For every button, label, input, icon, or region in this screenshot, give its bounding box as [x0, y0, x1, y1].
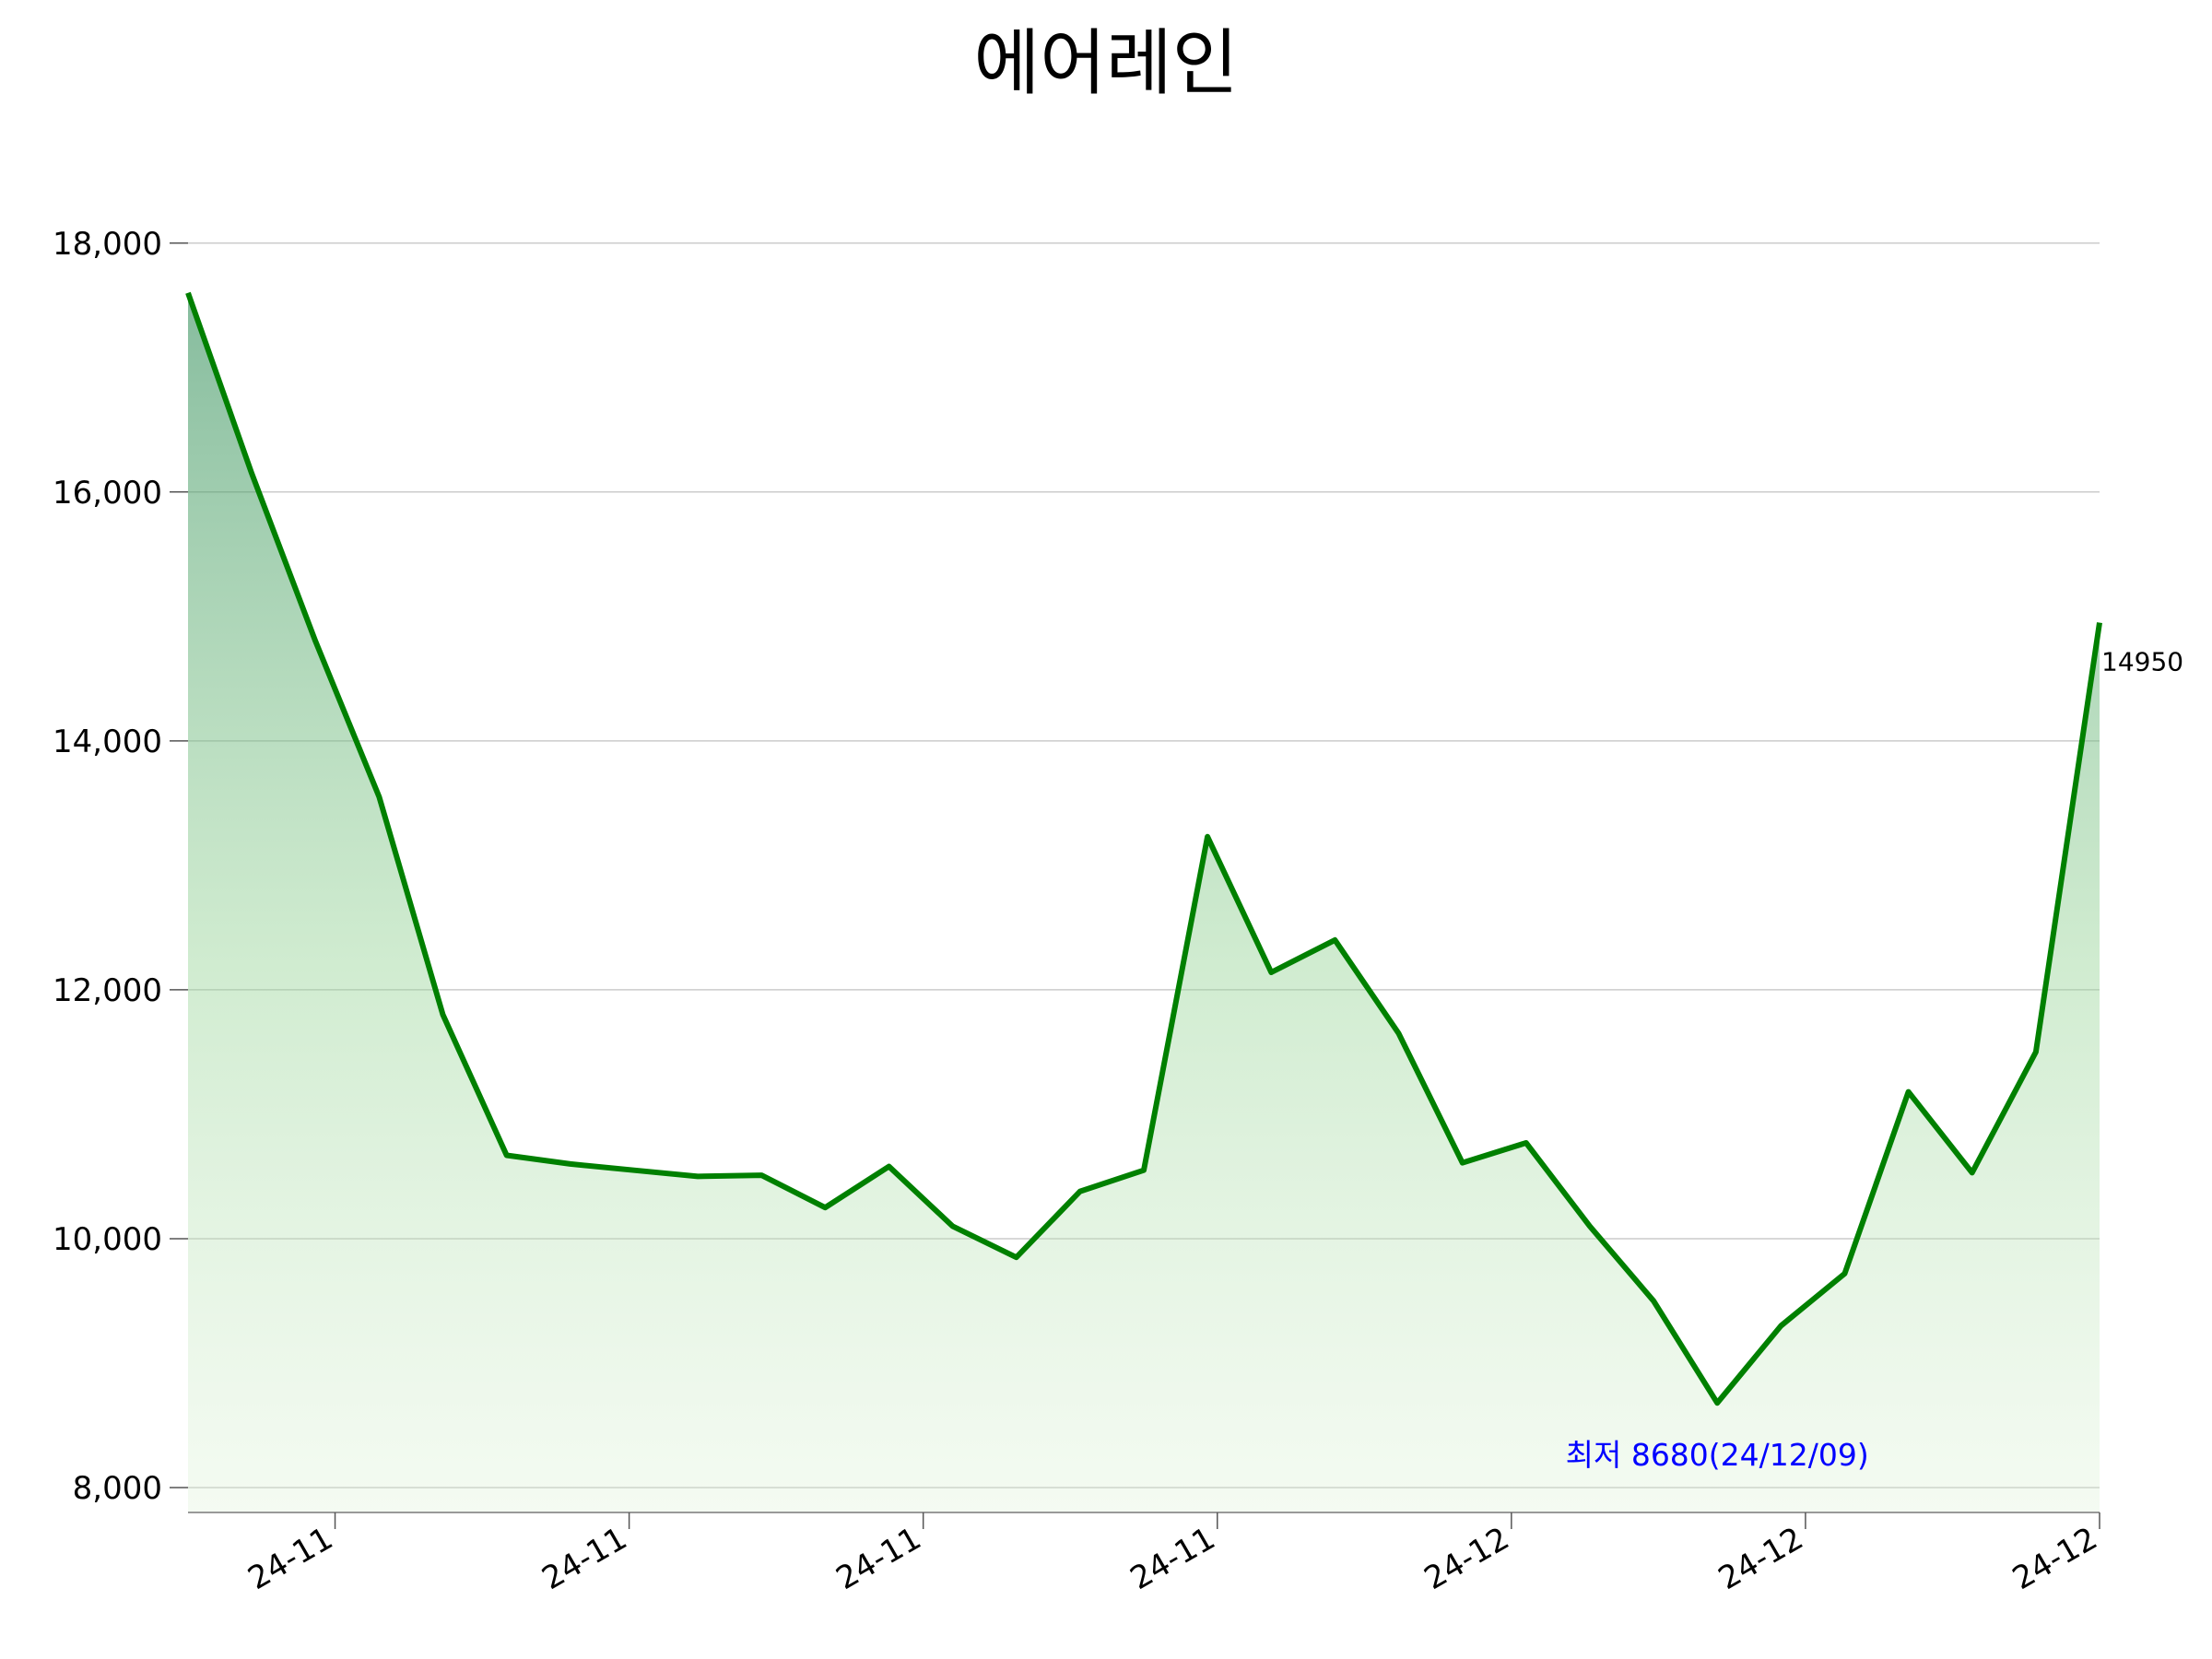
y-tick-label: 10,000	[53, 1221, 162, 1258]
x-tick-label: 24-11	[830, 1520, 928, 1597]
end-value-label: 14950	[2101, 647, 2183, 677]
x-tick-label: 24-11	[536, 1520, 634, 1597]
y-tick-label: 14,000	[53, 724, 162, 760]
x-tick-label: 24-12	[1712, 1520, 1810, 1597]
y-tick-label: 12,000	[53, 972, 162, 1009]
chart-title: 에어레인	[973, 22, 1238, 105]
x-axis-ticks: 24-11 24-11 24-11 24-11 24-12 24-12 24-12	[241, 1512, 2104, 1597]
series-line	[185, 291, 2102, 1406]
y-tick-label: 16,000	[53, 475, 162, 512]
x-tick-label: 24-11	[1124, 1520, 1222, 1597]
x-tick-label: 24-12	[1418, 1520, 1516, 1597]
y-tick-label: 8,000	[73, 1470, 162, 1507]
x-tick-label: 24-11	[241, 1520, 339, 1597]
y-tick-label: 18,000	[53, 226, 162, 263]
y-axis-ticks: 8,000 10,000 12,000 14,000 16,000 18,000	[53, 226, 188, 1507]
area-fill	[188, 292, 2100, 1512]
min-value-label: 최저 8680(24/12/09)	[1566, 1437, 1869, 1473]
x-tick-label: 24-12	[2006, 1520, 2104, 1597]
